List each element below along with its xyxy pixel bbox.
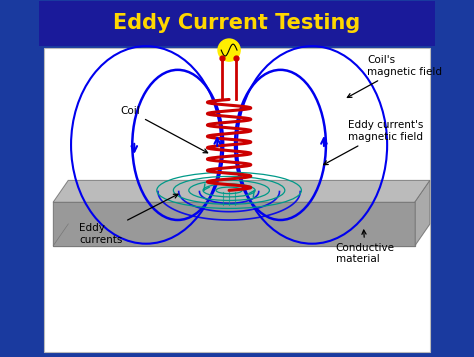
Text: Eddy current's
magnetic field: Eddy current's magnetic field bbox=[324, 120, 423, 165]
Text: Eddy Current Testing: Eddy Current Testing bbox=[113, 13, 361, 33]
Bar bbox=[39, 1, 435, 46]
Text: Coil's
magnetic field: Coil's magnetic field bbox=[347, 55, 442, 97]
Polygon shape bbox=[415, 181, 430, 246]
Polygon shape bbox=[53, 181, 430, 202]
Text: Coil: Coil bbox=[120, 106, 208, 153]
Circle shape bbox=[218, 39, 240, 61]
Polygon shape bbox=[53, 202, 415, 246]
Text: Conductive
material: Conductive material bbox=[336, 230, 395, 265]
Text: Eddy
currents: Eddy currents bbox=[79, 194, 178, 245]
Bar bbox=[44, 48, 430, 352]
